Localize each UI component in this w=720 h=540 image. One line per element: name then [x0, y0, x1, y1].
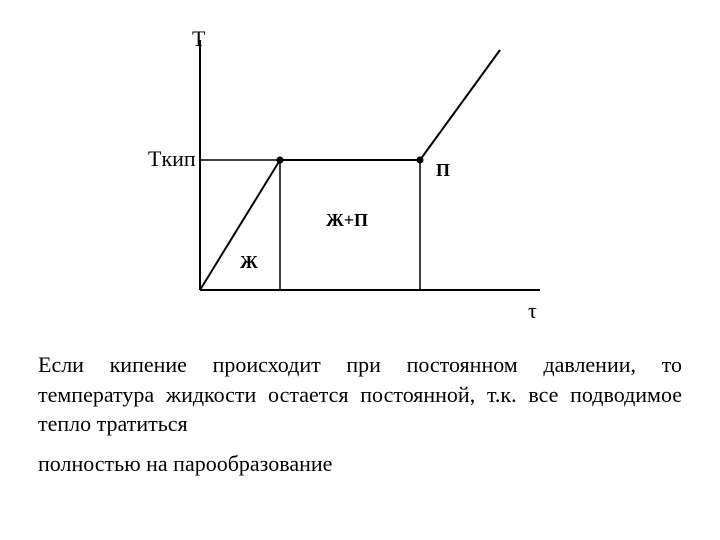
region-liquid-vapor: Ж+П: [326, 210, 368, 231]
caption-line-1: Если кипение происходит при постоянном д…: [38, 350, 682, 439]
region-liquid: Ж: [240, 252, 258, 273]
chart-svg: [140, 30, 560, 320]
point-boil-start: [277, 157, 284, 164]
vapor-heating-segment: [420, 50, 500, 160]
point-boil-end: [417, 157, 424, 164]
caption-line-2: полностью на парообразование: [38, 449, 682, 479]
y-tick-label: Tкип: [148, 146, 196, 172]
y-axis-label: T: [192, 26, 205, 52]
region-vapor: П: [436, 160, 450, 181]
x-axis-label: τ: [528, 298, 537, 324]
phase-chart: T Tкип τ Ж Ж+П П: [140, 30, 560, 320]
caption-text: Если кипение происходит при постоянном д…: [38, 350, 682, 479]
